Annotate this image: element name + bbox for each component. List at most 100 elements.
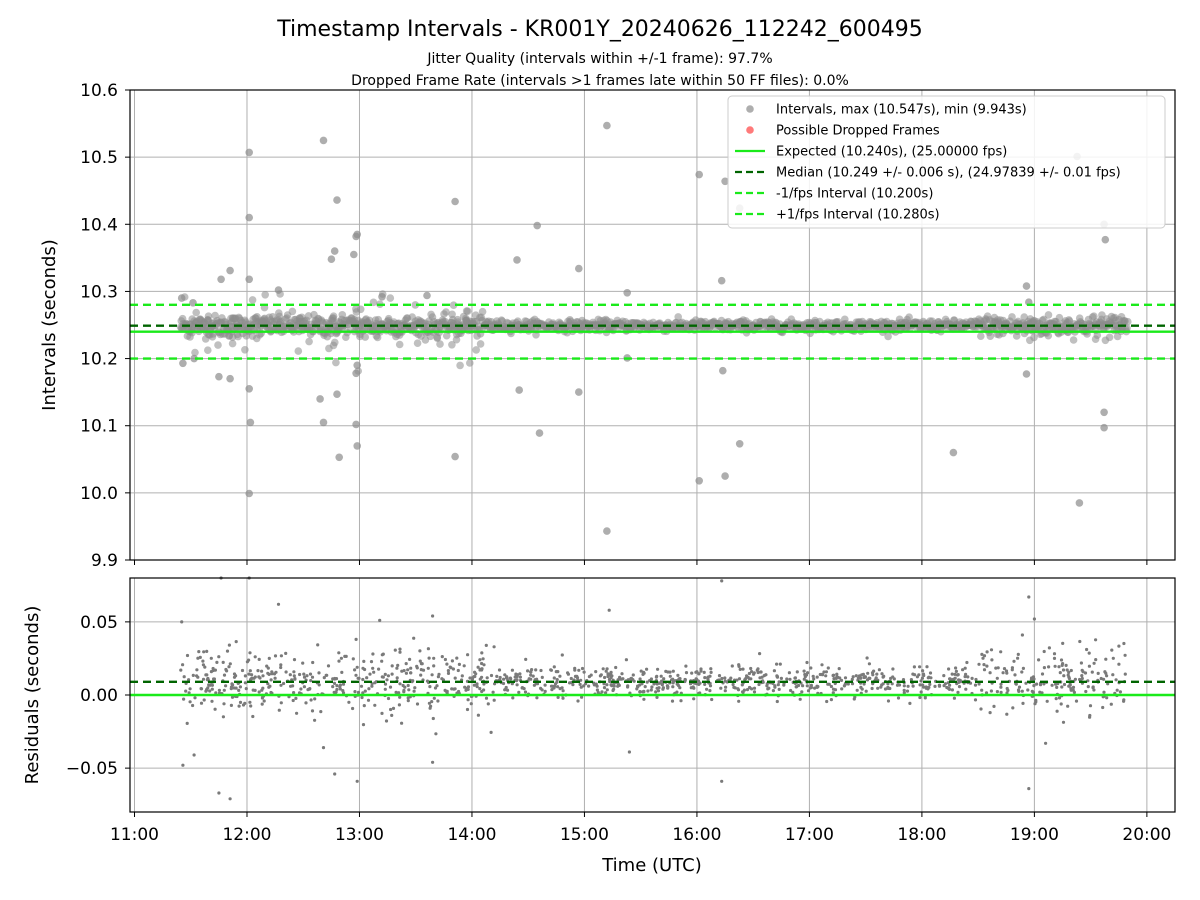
residual-point	[850, 677, 854, 682]
residual-point	[582, 670, 586, 674]
residual-point	[855, 688, 859, 692]
interval-outlier-point	[451, 197, 459, 206]
residual-point	[400, 669, 404, 673]
residual-point	[833, 688, 838, 692]
interval-point	[1044, 311, 1053, 319]
residual-point	[684, 664, 688, 668]
residual-point	[594, 670, 598, 674]
residual-point	[616, 682, 620, 686]
chart-subtitle-dropped: Dropped Frame Rate (intervals >1 frames …	[351, 73, 849, 89]
residual-point	[456, 668, 460, 673]
interval-outlier-point	[575, 388, 583, 396]
top-panel-points	[177, 121, 1110, 535]
residual-point	[480, 661, 484, 666]
residual-point	[294, 696, 298, 701]
residual-point	[736, 687, 740, 691]
residual-point	[979, 707, 983, 711]
interval-point	[433, 334, 442, 343]
residual-point	[1017, 685, 1022, 689]
residual-point	[457, 689, 461, 694]
residual-point	[851, 675, 855, 679]
residual-point	[518, 675, 523, 679]
residual-point	[361, 677, 365, 682]
residual-point	[980, 688, 984, 692]
residual-point	[1084, 689, 1088, 694]
residual-point	[942, 674, 946, 678]
residual-point	[402, 690, 406, 694]
residual-point	[1040, 691, 1044, 695]
residual-point	[580, 695, 584, 699]
residual-point	[492, 645, 496, 649]
residual-point	[193, 696, 197, 700]
residual-point	[909, 678, 914, 682]
residual-point	[989, 648, 994, 652]
residual-point	[210, 687, 214, 691]
interval-point	[450, 322, 459, 330]
residual-point	[386, 696, 391, 701]
residual-point	[489, 673, 494, 678]
residual-point	[752, 690, 757, 694]
residual-point	[210, 683, 214, 687]
residual-point	[771, 689, 776, 693]
residual-point	[445, 662, 449, 666]
interval-point	[1040, 315, 1048, 324]
residual-point	[267, 656, 271, 661]
residual-point	[214, 691, 218, 695]
residual-point	[867, 662, 872, 666]
residual-point	[826, 666, 830, 670]
residual-point	[556, 695, 560, 700]
interval-point	[1029, 317, 1037, 326]
residual-point	[412, 636, 416, 640]
residual-point	[552, 676, 556, 680]
legend-intervals-label: Intervals, max (10.547s), min (9.943s)	[776, 103, 1027, 118]
residual-point	[465, 707, 470, 712]
residual-point	[518, 672, 522, 676]
residual-point	[277, 708, 281, 712]
residual-point	[886, 699, 891, 703]
residual-point	[812, 677, 816, 681]
residual-point	[803, 672, 807, 677]
residual-point	[695, 670, 699, 674]
residual-point	[1067, 675, 1071, 679]
residual-point	[964, 687, 968, 691]
residual-point	[351, 706, 355, 711]
residual-point	[778, 662, 782, 666]
residual-point	[973, 698, 978, 702]
residual-point	[394, 690, 398, 695]
interval-outlier-point	[246, 418, 255, 427]
residual-point	[478, 687, 482, 691]
residual-point	[922, 685, 926, 689]
interval-point	[294, 347, 303, 355]
residual-point	[764, 673, 768, 677]
residual-point	[229, 703, 233, 708]
residual-point	[705, 687, 709, 691]
residual-point	[1105, 674, 1109, 678]
residual-point	[1101, 705, 1105, 710]
residual-point	[460, 674, 464, 678]
residual-point	[288, 673, 292, 677]
residual-point	[777, 680, 781, 684]
residual-point	[664, 669, 668, 674]
residual-point	[741, 667, 745, 671]
residual-point	[539, 668, 543, 673]
interval-point	[352, 308, 361, 316]
interval-point	[332, 358, 340, 367]
residual-point	[642, 689, 646, 694]
residual-point	[1037, 658, 1041, 662]
residual-point	[1071, 685, 1076, 690]
residual-point	[788, 677, 792, 681]
residual-point	[791, 690, 795, 695]
residual-point	[928, 671, 933, 675]
residual-point	[948, 677, 952, 681]
residual-point	[854, 674, 858, 678]
residual-point	[775, 662, 779, 666]
residual-point	[811, 674, 815, 678]
interval-outlier-point	[353, 230, 362, 239]
residual-point	[886, 686, 890, 691]
residual-point	[279, 665, 283, 670]
residual-point	[485, 676, 489, 680]
residual-point	[834, 676, 838, 681]
residual-point	[1123, 672, 1127, 676]
residual-point	[292, 670, 296, 674]
residual-point	[843, 676, 848, 680]
